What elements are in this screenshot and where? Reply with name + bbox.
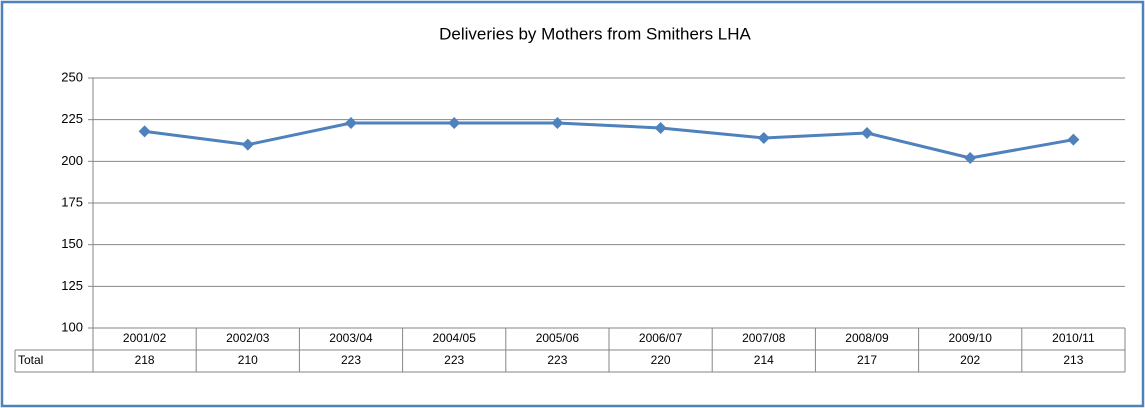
- table-value: 217: [857, 353, 877, 367]
- x-tick-label: 2009/10: [949, 331, 993, 345]
- chart-title: Deliveries by Mothers from Smithers LHA: [439, 24, 751, 43]
- table-value: 218: [135, 353, 155, 367]
- y-tick-label: 150: [61, 236, 83, 251]
- marker: [345, 117, 357, 129]
- y-tick-label: 200: [61, 153, 83, 168]
- marker: [757, 132, 770, 144]
- marker: [448, 117, 461, 129]
- y-tick-label: 225: [61, 111, 83, 126]
- marker: [861, 127, 873, 139]
- table-value: 223: [444, 353, 464, 367]
- table-value: 214: [754, 353, 774, 367]
- x-tick-label: 2005/06: [536, 331, 580, 345]
- x-tick-label: 2003/04: [329, 331, 373, 345]
- table-value: 213: [1063, 353, 1083, 367]
- table-value: 223: [341, 353, 361, 367]
- x-tick-label: 2008/09: [845, 331, 889, 345]
- y-tick-label: 125: [61, 278, 83, 293]
- marker: [551, 117, 564, 129]
- marker: [654, 122, 667, 134]
- series-line: [144, 121, 1074, 160]
- x-tick-label: 2001/02: [123, 331, 167, 345]
- x-tick-label: 2004/05: [433, 331, 477, 345]
- table-value: 220: [651, 353, 671, 367]
- marker: [1067, 133, 1080, 146]
- x-tick-label: 2006/07: [639, 331, 683, 345]
- marker: [964, 152, 977, 164]
- y-tick-label: 175: [61, 194, 83, 209]
- table-value: 210: [238, 353, 258, 367]
- x-tick-label: 2010/11: [1052, 331, 1095, 345]
- table-value: 223: [547, 353, 567, 367]
- table-value: 202: [960, 353, 980, 367]
- x-tick-label: 2007/08: [742, 331, 786, 345]
- legend-label: Total: [18, 353, 43, 367]
- marker: [241, 138, 254, 151]
- marker: [138, 125, 151, 138]
- x-tick-label: 2002/03: [226, 331, 270, 345]
- y-tick-label: 100: [61, 319, 83, 334]
- y-tick-label: 250: [61, 69, 83, 84]
